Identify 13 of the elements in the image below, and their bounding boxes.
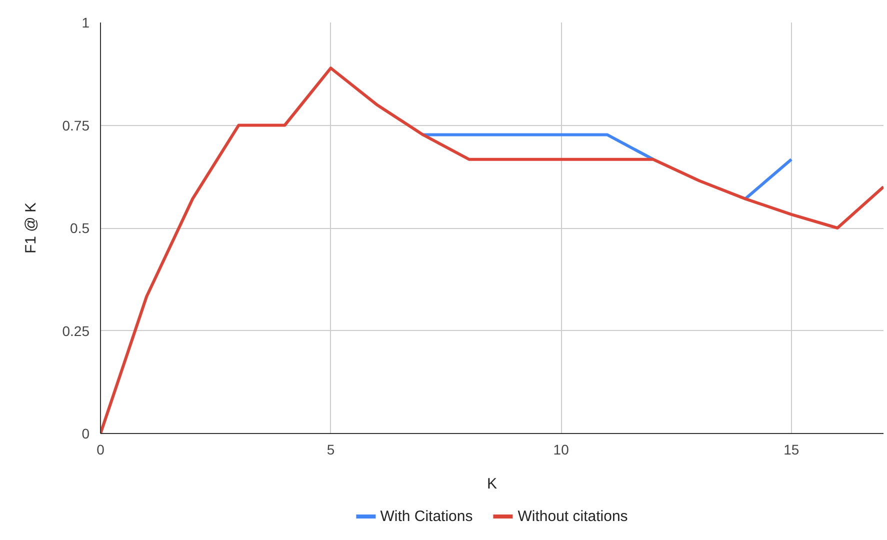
x-axis-title: K (487, 476, 498, 492)
legend-label: Without citations (518, 508, 628, 524)
x-tick-label: 15 (784, 442, 800, 458)
legend-label: With Citations (380, 508, 473, 524)
y-tick-label: 0.75 (62, 117, 90, 134)
x-tick-label: 0 (96, 442, 105, 458)
y-tick-label: 0.5 (70, 220, 90, 236)
y-tick-label: 1 (82, 14, 90, 30)
x-tick-label: 10 (553, 442, 570, 458)
y-tick-label: 0 (82, 426, 90, 442)
x-tick-label: 5 (326, 442, 335, 458)
y-tick-label: 0.25 (62, 322, 90, 339)
y-axis-title: F1 @ K (22, 202, 40, 254)
